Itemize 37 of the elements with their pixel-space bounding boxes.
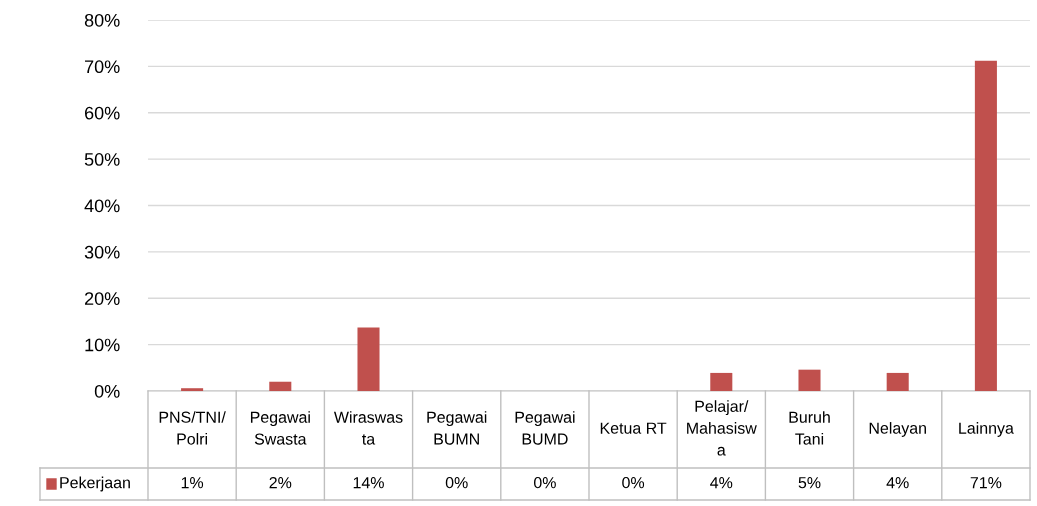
y-tick-label: 0% xyxy=(94,384,120,398)
data-label: 2% xyxy=(269,476,292,489)
data-label: 4% xyxy=(886,477,909,489)
x-tick-label: PNS/TNI/ Polri xyxy=(159,411,226,445)
data-label: 5% xyxy=(798,477,821,489)
x-tick-label: Pegawai BUMD xyxy=(515,411,575,445)
data-label: 0% xyxy=(622,476,645,489)
x-tick-label: Wiraswas ta xyxy=(333,411,403,445)
bar xyxy=(798,369,821,391)
bar xyxy=(886,372,909,391)
y-tick-label: 60% xyxy=(85,106,120,120)
y-tick-label: 70% xyxy=(85,60,120,74)
y-tick-label: 40% xyxy=(84,199,120,213)
y-tick-label: 50% xyxy=(84,153,120,166)
data-label: 4% xyxy=(710,477,733,489)
x-tick-label: Pegawai BUMN xyxy=(427,411,487,445)
data-label: 71% xyxy=(970,477,1002,489)
bar xyxy=(710,372,733,391)
bar xyxy=(181,388,204,391)
data-label: 14% xyxy=(353,477,384,489)
bar xyxy=(357,327,380,391)
bar xyxy=(269,381,292,391)
y-tick-label: 10% xyxy=(85,338,120,352)
x-tick-label: Buruh Tani xyxy=(789,411,830,445)
data-label: 0% xyxy=(533,476,556,489)
y-tick-label: 20% xyxy=(84,292,120,305)
y-tick-label: 30% xyxy=(84,245,120,259)
x-tick-label: Ketua RT xyxy=(600,422,667,434)
x-tick-label: Pelajar/ Mahasisw a xyxy=(687,400,757,456)
data-label: 0% xyxy=(445,476,468,489)
x-tick-label: Lainnya xyxy=(959,422,1014,437)
x-tick-label: Pegawai Swasta xyxy=(250,411,310,445)
x-tick-label: Nelayan xyxy=(869,422,926,437)
bar xyxy=(974,60,997,391)
y-tick-label: 80% xyxy=(84,13,120,27)
legend-label: Pekerjaan xyxy=(60,476,130,492)
data-label: 1% xyxy=(181,477,204,489)
